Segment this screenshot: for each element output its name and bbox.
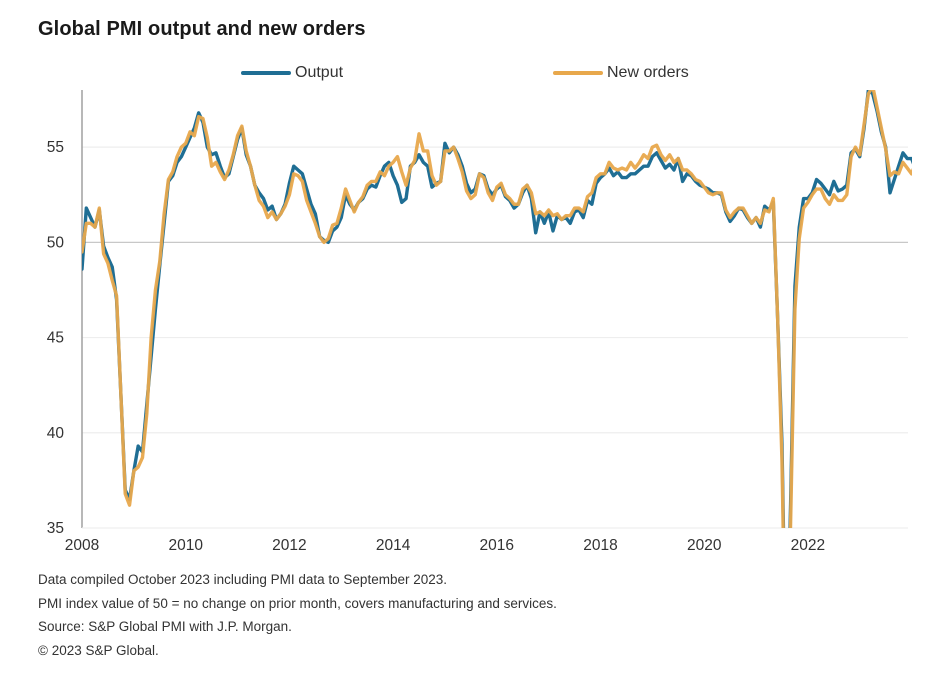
series-line-new-orders <box>82 90 912 528</box>
footnote-copyright: © 2023 S&P Global. <box>38 642 159 658</box>
y-tick-label: 55 <box>47 139 64 156</box>
y-tick-label: 35 <box>47 520 64 537</box>
gridlines <box>82 146 908 434</box>
x-tick-label: 2012 <box>272 537 306 554</box>
series-group <box>82 90 912 528</box>
x-tick-label: 2014 <box>376 537 411 554</box>
x-tick-label: 2016 <box>480 537 514 554</box>
legend-swatch-new-orders <box>553 71 603 75</box>
x-tick-label: 2022 <box>791 537 825 554</box>
y-tick-label: 40 <box>47 425 65 442</box>
y-tick-label: 50 <box>47 234 65 251</box>
footnote-source: Source: S&P Global PMI with J.P. Morgan. <box>38 619 292 634</box>
y-tick-label: 45 <box>47 330 64 347</box>
x-tick-label: 2018 <box>583 537 617 554</box>
x-tick-labels: 2008 2010 2012 2014 2016 2018 2020 2022 <box>65 537 825 554</box>
legend-item-new-orders: New orders <box>553 64 689 82</box>
x-tick-label: 2020 <box>687 537 722 554</box>
footnote-data-compiled: Data compiled October 2023 including PMI… <box>38 572 447 587</box>
legend-label-new-orders: New orders <box>607 64 689 81</box>
y-tick-labels: 35 40 45 50 55 <box>47 139 65 537</box>
x-tick-label: 2008 <box>65 537 99 554</box>
legend-swatch-output <box>241 71 291 75</box>
footnotes: Data compiled October 2023 including PMI… <box>38 568 557 662</box>
chart-title: Global PMI output and new orders <box>38 18 366 40</box>
legend-item-output: Output <box>241 64 343 82</box>
footnote-pmi-definition: PMI index value of 50 = no change on pri… <box>38 595 557 611</box>
legend-label-output: Output <box>295 64 344 81</box>
x-tick-label: 2010 <box>168 537 203 554</box>
